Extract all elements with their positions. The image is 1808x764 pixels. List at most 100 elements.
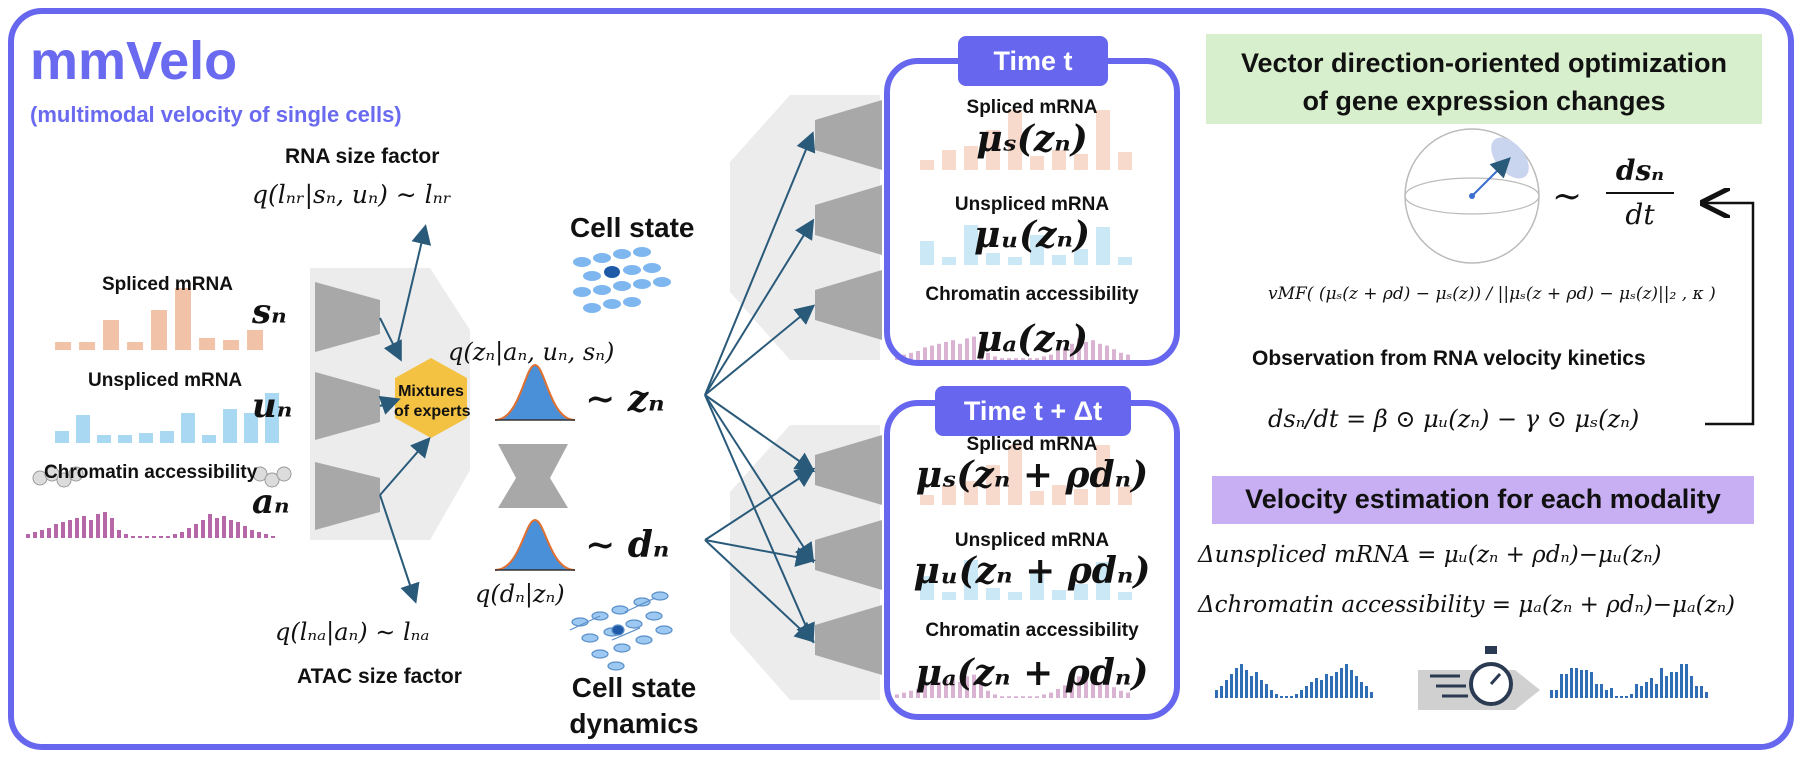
input-unspliced-symbol: uₙ xyxy=(252,386,293,426)
unspliced-bar xyxy=(55,431,69,443)
velocity-after-bar xyxy=(1695,686,1698,698)
time-dt-chromatin-bar xyxy=(972,674,976,698)
velocity-after-bar xyxy=(1645,682,1648,698)
d-posterior-formula: q(dₙ|zₙ) xyxy=(475,580,565,608)
kinetics-formula: dsₙ/dt = β ⊙ μᵤ(zₙ) − γ ⊙ μₛ(zₙ) xyxy=(1268,405,1640,433)
velocity-before-bar xyxy=(1360,682,1363,698)
time-dt-chromatin-bar xyxy=(1056,689,1060,698)
chromatin-bar xyxy=(54,524,58,538)
time-t-unspliced-bar xyxy=(942,257,956,265)
time-t-unspliced-bar xyxy=(1118,257,1132,265)
z-distribution-icon xyxy=(494,363,576,421)
time-t-chromatin-bar xyxy=(1007,358,1011,360)
time-t-chromatin-bar xyxy=(1077,338,1081,360)
chromatin-bar xyxy=(26,534,30,538)
chromatin-bar xyxy=(229,520,233,538)
velocity-before-bar xyxy=(1325,674,1328,698)
velocity-before-bar xyxy=(1215,690,1218,698)
chromatin-bar xyxy=(187,528,191,538)
cell-state-cluster xyxy=(573,247,671,313)
z-sample-label: ∼ zₙ xyxy=(585,378,665,420)
optimization-heading: Vector direction-oriented optimization o… xyxy=(1206,44,1762,120)
time-t-chromatin-bar xyxy=(972,336,976,360)
time-t-spliced-bar xyxy=(1074,154,1088,170)
moe-label: Mixtures of experts xyxy=(394,382,471,422)
velocity-before-bars xyxy=(1215,664,1373,698)
velocity-after-bar xyxy=(1635,684,1638,698)
time-dt-chromatin-bar xyxy=(965,676,969,698)
time-t-chromatin-bar xyxy=(986,352,990,360)
chromatin-bar xyxy=(117,530,121,538)
time-dt-spliced-bar xyxy=(1074,489,1088,505)
velocity-before-bar xyxy=(1330,676,1333,698)
time-dt-unspliced-label: Unspliced mRNA xyxy=(954,530,1110,551)
time-t-chromatin-bar xyxy=(1028,358,1032,360)
velocity-before-bar xyxy=(1225,680,1228,698)
velocity-after-bar xyxy=(1655,684,1658,698)
time-dt-chromatin-bar xyxy=(937,681,941,698)
unspliced-bar xyxy=(160,431,174,443)
chromatin-bar xyxy=(103,512,107,538)
time-dt-spliced-label: Spliced mRNA xyxy=(966,434,1098,455)
spliced-bar xyxy=(103,320,119,350)
chromatin-bar xyxy=(180,532,184,538)
time-t-unspliced-bar xyxy=(986,253,1000,265)
time-t-chromatin-bar xyxy=(1084,342,1088,360)
time-t-chromatin-bar xyxy=(1042,356,1046,360)
arrow-to-atac-size xyxy=(379,494,420,604)
chromatin-bar xyxy=(257,532,261,538)
ds-denominator: dt xyxy=(1625,198,1655,231)
velocity-after-bar xyxy=(1560,674,1563,698)
time-dt-chromatin-bar xyxy=(1070,681,1074,698)
time-t-chromatin-bar xyxy=(1035,358,1039,360)
velocity-before-bar xyxy=(1320,680,1323,698)
spliced-bar xyxy=(175,288,191,350)
arrow-chromatin-moe xyxy=(379,436,431,496)
velocity-before-bar xyxy=(1230,674,1233,698)
time-dt-unspliced-bar xyxy=(920,576,934,600)
velocity-before-bar xyxy=(1305,686,1308,698)
time-dt-chromatin-expr: μₐ(zₙ + ρdₙ) xyxy=(915,652,1149,694)
chromatin-bar xyxy=(264,534,268,538)
cell-dynamics-label: Cell state dynamics xyxy=(564,670,704,742)
decoder-block-bottom-2 xyxy=(815,520,882,590)
time-t-chromatin-bar xyxy=(979,342,983,360)
velocity-before-bar xyxy=(1340,668,1343,698)
velocity-after-bar xyxy=(1615,696,1618,698)
chromatin-bar xyxy=(173,534,177,538)
unspliced-bar xyxy=(223,409,237,443)
velocity-before-bar xyxy=(1345,664,1348,698)
time-t-chromatin-bar xyxy=(965,338,969,360)
encoder-block-spliced xyxy=(315,282,380,352)
time-dt-chromatin-bar xyxy=(1105,683,1109,698)
velocity-before-bar xyxy=(1265,684,1268,698)
chromatin-bar xyxy=(250,530,254,538)
time-dt-chromatin-bar xyxy=(1112,687,1116,698)
rna-size-factor-formula: q(lₙᵣ|sₙ, uₙ) ∼ lₙᵣ xyxy=(252,180,452,209)
velocity-after-bar xyxy=(1600,684,1603,698)
velocity-after-bar xyxy=(1555,690,1558,698)
spliced-bar xyxy=(127,342,143,350)
chromatin-bar xyxy=(222,516,226,538)
time-dt-chromatin-bar xyxy=(1000,696,1004,698)
time-t-spliced-bar xyxy=(964,146,978,170)
encoder-block-unspliced xyxy=(315,372,380,440)
unspliced-bar xyxy=(181,413,195,443)
time-t-chromatin-bar xyxy=(1112,349,1116,360)
time-t-spliced-bar xyxy=(1008,110,1022,170)
velocity-before-bar xyxy=(1315,678,1318,698)
chromatin-bar xyxy=(68,520,72,538)
moe-label-line2: of experts xyxy=(394,403,471,420)
chromatin-bar xyxy=(40,530,44,538)
time-dt-chromatin-label: Chromatin accessibility xyxy=(925,620,1139,641)
time-dt-unspliced-bar xyxy=(1096,562,1110,600)
velocity-before-bar xyxy=(1290,696,1293,698)
arrow-unspliced-moe xyxy=(378,395,401,415)
time-dt-unspliced-bar xyxy=(986,588,1000,600)
optimization-heading-line2: of gene expression changes xyxy=(1302,86,1666,116)
velocity-after-bar xyxy=(1705,692,1708,698)
time-dt-chromatin-bar xyxy=(1028,696,1032,698)
arrow-to-rna-size xyxy=(394,224,432,356)
time-t-unspliced-bar xyxy=(1052,255,1066,265)
chromatin-bar xyxy=(271,536,275,538)
